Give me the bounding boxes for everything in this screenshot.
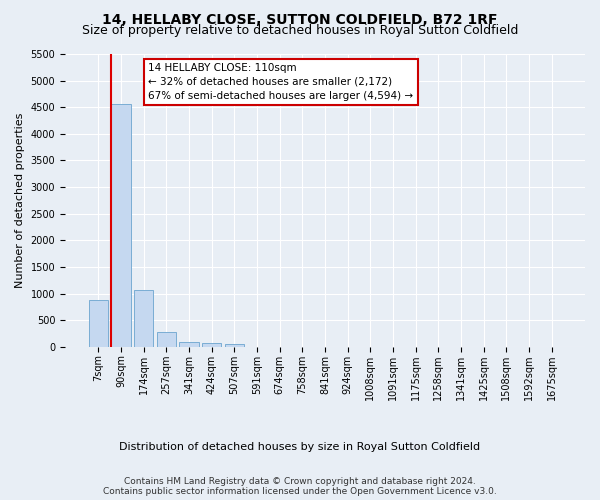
Text: Size of property relative to detached houses in Royal Sutton Coldfield: Size of property relative to detached ho… (82, 24, 518, 37)
Text: Contains public sector information licensed under the Open Government Licence v3: Contains public sector information licen… (103, 488, 497, 496)
Bar (157, 332, 176, 347)
Text: 14 HELLABY CLOSE: 110sqm
← 32% of detached houses are smaller (2,172)
67% of sem: 14 HELLABY CLOSE: 110sqm ← 32% of detach… (148, 63, 413, 101)
Text: Distribution of detached houses by size in Royal Sutton Coldfield: Distribution of detached houses by size … (119, 442, 481, 452)
Bar (134, 290, 153, 347)
Bar (224, 344, 244, 347)
Text: Contains HM Land Registry data © Crown copyright and database right 2024.: Contains HM Land Registry data © Crown c… (124, 478, 476, 486)
Bar (202, 342, 221, 347)
Bar (112, 104, 131, 347)
Y-axis label: Number of detached properties: Number of detached properties (15, 112, 25, 288)
Text: 14, HELLABY CLOSE, SUTTON COLDFIELD, B72 1RF: 14, HELLABY CLOSE, SUTTON COLDFIELD, B72… (102, 12, 498, 26)
Bar (179, 342, 199, 347)
Bar (89, 300, 108, 347)
